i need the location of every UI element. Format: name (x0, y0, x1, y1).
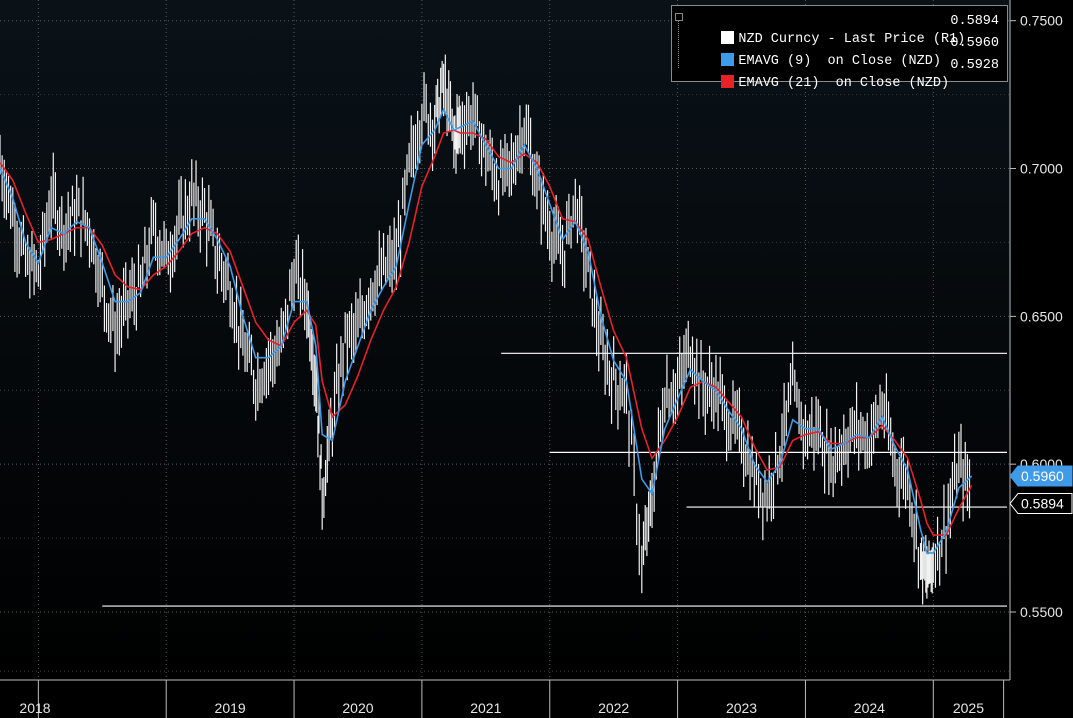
legend-label: EMAVG (21) on Close (NZD) (738, 76, 950, 91)
legend-value-ema21: 0.5928 (950, 58, 999, 73)
series-line-ema9 (0, 107, 973, 554)
last-value-badge (1009, 465, 1073, 487)
x-tick-label: 2021 (470, 700, 501, 716)
last-value-labels: 0.5960 0.5894 (1009, 465, 1073, 515)
legend-swatch-price (721, 31, 735, 44)
legend-collapse-icon[interactable] (675, 13, 683, 21)
series-line-ema21 (0, 129, 973, 536)
legend: NZD Curncy - Last Price (R1) 0.5894 EMAV… (671, 5, 1008, 91)
x-tick-label: 2024 (854, 700, 885, 716)
x-tick-label: 2023 (726, 700, 757, 716)
legend-swatch-ema9 (721, 53, 735, 66)
y-tick-label: 0.7500 (1020, 13, 1063, 29)
legend-tree-line (678, 16, 685, 68)
legend-label: NZD Curncy - Last Price (R1) (738, 32, 966, 47)
last-value-badge (1009, 493, 1073, 515)
x-tick-label: 2025 (953, 700, 984, 716)
legend-label: EMAVG (9) on Close (NZD) (738, 54, 941, 69)
legend-value-price: 0.5894 (950, 14, 999, 29)
y-tick-label: 0.7000 (1020, 161, 1063, 177)
legend-swatch-ema21 (721, 75, 735, 88)
x-tick-label: 2022 (598, 700, 629, 716)
legend-item-ema21: EMAVG (21) on Close (NZD) (689, 57, 949, 91)
legend-item-price: NZD Curncy - Last Price (R1) (689, 13, 965, 47)
x-tick-label: 2019 (215, 700, 246, 716)
plot-background (0, 0, 1010, 680)
legend-item-ema9: EMAVG (9) on Close (NZD) (689, 35, 941, 69)
last-value-text: 0.5894 (1021, 496, 1064, 512)
y-tick-label: 0.6500 (1020, 308, 1063, 324)
x-tick-label: 2020 (342, 700, 373, 716)
legend-value-ema9: 0.5960 (950, 36, 999, 51)
grid (0, 0, 1010, 680)
last-value-text: 0.5960 (1021, 468, 1064, 484)
x-tick-label: 2018 (19, 700, 50, 716)
x-axis: 2018 2019 2020 2021 2022 2023 2024 2025 (0, 679, 1010, 718)
series-lines (0, 54, 973, 605)
y-tick-label: 0.5500 (1020, 604, 1063, 620)
